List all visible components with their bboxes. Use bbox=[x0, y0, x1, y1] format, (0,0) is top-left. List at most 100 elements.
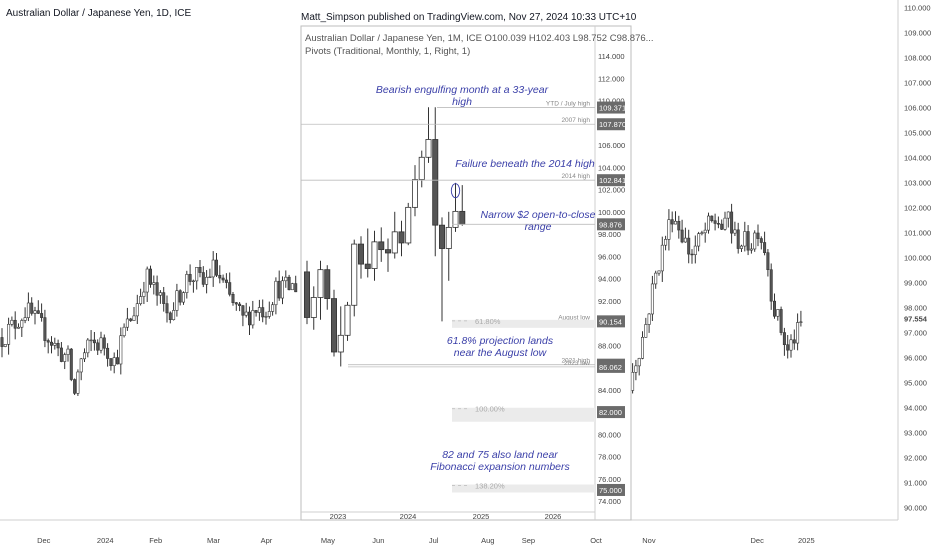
inset-y-tick-label: 112.000 bbox=[598, 74, 625, 83]
daily-candle bbox=[191, 280, 195, 283]
daily-candle bbox=[743, 231, 747, 247]
y-tick-label: 102.000 bbox=[904, 204, 931, 213]
inset-x-tick-label: 2023 bbox=[330, 512, 347, 521]
daily-candle bbox=[158, 292, 162, 296]
daily-candle bbox=[670, 219, 674, 225]
y-tick-label: 104.000 bbox=[904, 154, 931, 163]
x-tick-label: Apr bbox=[261, 536, 273, 545]
daily-candle bbox=[251, 310, 255, 326]
daily-candle bbox=[792, 339, 796, 344]
inset-y-tick-label: 98.000 bbox=[598, 230, 621, 239]
y-tick-label: 97.000 bbox=[904, 329, 927, 338]
daily-candle bbox=[683, 237, 687, 243]
daily-candle bbox=[188, 274, 192, 282]
monthly-inset-chart: 74.000 76.000 78.000 80.000 82.000 84.000 86.0… bbox=[300, 25, 632, 521]
daily-candle bbox=[640, 337, 644, 359]
y-tick-label: 94.000 bbox=[904, 404, 927, 413]
inset-y-tick-label: 88.000 bbox=[598, 341, 621, 350]
inset-ohlc-header: Australian Dollar / Japanese Yen, 1M, IC… bbox=[305, 33, 654, 44]
daily-candle bbox=[178, 290, 182, 303]
daily-candle bbox=[139, 296, 143, 304]
daily-candle bbox=[716, 223, 720, 225]
annotation-narrow: Narrow $2 open-to-close range bbox=[480, 209, 596, 233]
x-tick-label: Jul bbox=[429, 536, 439, 545]
inset-x-tick-label: 2025 bbox=[473, 512, 490, 521]
daily-candle bbox=[205, 276, 209, 285]
level-badge bbox=[597, 483, 625, 496]
daily-candle bbox=[664, 239, 668, 246]
inset-y-tick-label: 76.000 bbox=[598, 475, 621, 484]
daily-candle bbox=[710, 215, 714, 222]
fib-level-label: 138.20% bbox=[475, 482, 505, 491]
inset-x-tick-label: 2026 bbox=[545, 512, 562, 521]
x-tick-label: Sep bbox=[522, 536, 535, 545]
monthly-candle bbox=[398, 231, 405, 244]
daily-candle bbox=[79, 358, 83, 373]
daily-candle bbox=[66, 348, 70, 355]
inset-y-tick-label: 78.000 bbox=[598, 453, 621, 462]
daily-candle bbox=[631, 372, 635, 391]
daily-candle bbox=[122, 326, 126, 337]
inset-y-tick-label: 96.000 bbox=[598, 252, 621, 261]
daily-candle bbox=[92, 339, 96, 344]
daily-candle bbox=[660, 244, 664, 272]
fib-band bbox=[452, 484, 595, 493]
daily-candle bbox=[657, 270, 661, 274]
daily-candle bbox=[733, 229, 737, 234]
inset-y-tick-label: 102.000 bbox=[598, 186, 625, 195]
daily-candle bbox=[769, 269, 773, 302]
inset-y-tick-label: 106.000 bbox=[598, 141, 625, 150]
daily-candle bbox=[36, 310, 40, 314]
monthly-candle bbox=[303, 271, 310, 318]
daily-candle bbox=[753, 232, 757, 250]
daily-candle bbox=[277, 280, 281, 299]
daily-candle bbox=[56, 342, 60, 349]
daily-candle bbox=[208, 276, 212, 279]
daily-candle bbox=[238, 303, 242, 306]
daily-candle bbox=[786, 344, 790, 351]
daily-candle bbox=[264, 316, 268, 318]
y-tick-label: 110.000 bbox=[904, 4, 931, 13]
x-tick-label: Mar bbox=[207, 536, 220, 545]
inset-y-tick-label: 80.000 bbox=[598, 430, 621, 439]
daily-candle bbox=[129, 318, 133, 321]
monthly-candle bbox=[324, 269, 331, 299]
daily-candle bbox=[40, 313, 44, 318]
daily-candle bbox=[116, 357, 120, 365]
daily-candle bbox=[43, 317, 47, 341]
daily-candle bbox=[76, 371, 80, 394]
daily-candle bbox=[224, 279, 228, 283]
daily-candle bbox=[152, 282, 156, 285]
inset-y-tick-label: 114.000 bbox=[598, 52, 625, 61]
x-tick-label: 2025 bbox=[798, 536, 815, 545]
inset-y-tick-label: 100.000 bbox=[598, 208, 625, 217]
y-tick-label: 103.000 bbox=[904, 179, 931, 188]
daily-candle bbox=[59, 347, 63, 362]
monthly-candle bbox=[317, 269, 324, 298]
daily-candle bbox=[175, 290, 179, 311]
monthly-candle bbox=[330, 298, 337, 353]
daily-candle bbox=[248, 311, 252, 326]
inset-y-tick-label: 74.000 bbox=[598, 497, 621, 506]
daily-candle bbox=[271, 304, 275, 312]
daily-candle bbox=[703, 229, 707, 234]
y-tick-label: 95.000 bbox=[904, 379, 927, 388]
daily-candle bbox=[673, 220, 677, 225]
monthly-candle bbox=[432, 139, 439, 226]
monthly-candle bbox=[384, 249, 391, 254]
y-tick-label: 92.000 bbox=[904, 454, 927, 463]
daily-candle bbox=[125, 318, 129, 328]
x-tick-label: Feb bbox=[149, 536, 162, 545]
daily-candle bbox=[135, 303, 139, 317]
level-label: 2023 low bbox=[564, 360, 590, 367]
last-price-label: 97.554 bbox=[904, 315, 928, 324]
level-label: 2014 high bbox=[561, 173, 590, 180]
daily-candle bbox=[294, 283, 298, 293]
daily-candle bbox=[231, 294, 235, 303]
daily-candle bbox=[211, 259, 215, 278]
daily-candle bbox=[33, 310, 37, 314]
daily-candle bbox=[23, 317, 27, 321]
daily-candle bbox=[730, 211, 734, 234]
daily-candle bbox=[789, 339, 793, 351]
daily-candle bbox=[267, 311, 271, 317]
